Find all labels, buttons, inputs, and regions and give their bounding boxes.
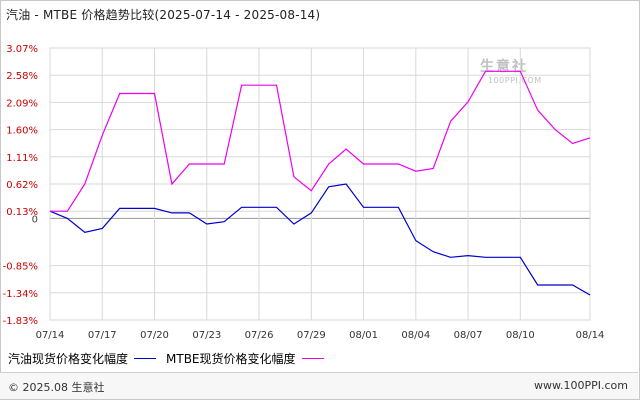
y-tick-label: 1.60% <box>6 126 38 137</box>
legend: 汽油现货价格变化幅度 MTBE现货价格变化幅度 <box>8 350 334 367</box>
x-tick-label: 07/23 <box>192 330 221 341</box>
y-tick-label: -1.83% <box>3 316 38 327</box>
legend-label-gasoline: 汽油现货价格变化幅度 <box>8 352 129 366</box>
x-tick-label: 07/29 <box>297 330 326 341</box>
x-tick-label: 08/10 <box>506 330 535 341</box>
legend-swatch-gasoline <box>134 358 157 359</box>
y-tick-label: 2.09% <box>6 98 38 109</box>
footer: © 2025.08 生意社 www.100PPI.com <box>0 372 638 399</box>
series-line-gasoline <box>49 183 591 296</box>
y-tick-label: 1.11% <box>6 153 38 164</box>
footer-copyright: © 2025.08 生意社 <box>8 381 105 394</box>
y-tick-label: 0.13% <box>6 207 38 218</box>
chart-title: 汽油 - MTBE 价格趋势比较(2025-07-14 - 2025-08-14… <box>6 8 321 22</box>
legend-label-mtbe: MTBE现货价格变化幅度 <box>166 352 296 366</box>
footer-site-link[interactable]: www.100PPI.com <box>534 379 628 392</box>
x-tick-label: 07/26 <box>245 330 274 341</box>
watermark-site: 100PPI.COM <box>488 76 542 85</box>
y-tick-label: 3.07% <box>6 44 38 55</box>
y-tick-label: -1.34% <box>3 289 38 300</box>
legend-item-gasoline: 汽油现货价格变化幅度 <box>8 350 157 367</box>
x-tick-label: 08/07 <box>454 330 483 341</box>
legend-swatch-mtbe <box>301 358 324 359</box>
x-tick-label: 07/14 <box>36 330 65 341</box>
x-tick-label: 07/17 <box>88 330 117 341</box>
y-tick-label: 2.58% <box>6 71 38 82</box>
y-tick-label: 0.62% <box>6 180 38 191</box>
y-tick-label: -0.85% <box>3 262 38 273</box>
x-tick-label: 07/20 <box>140 330 169 341</box>
y-tick-label: 0 <box>32 214 38 225</box>
x-tick-label: 08/14 <box>576 330 605 341</box>
series-line-mtbe <box>50 70 591 212</box>
x-tick-label: 08/04 <box>401 330 430 341</box>
legend-item-mtbe: MTBE现货价格变化幅度 <box>166 350 324 367</box>
x-tick-label: 08/01 <box>349 330 378 341</box>
